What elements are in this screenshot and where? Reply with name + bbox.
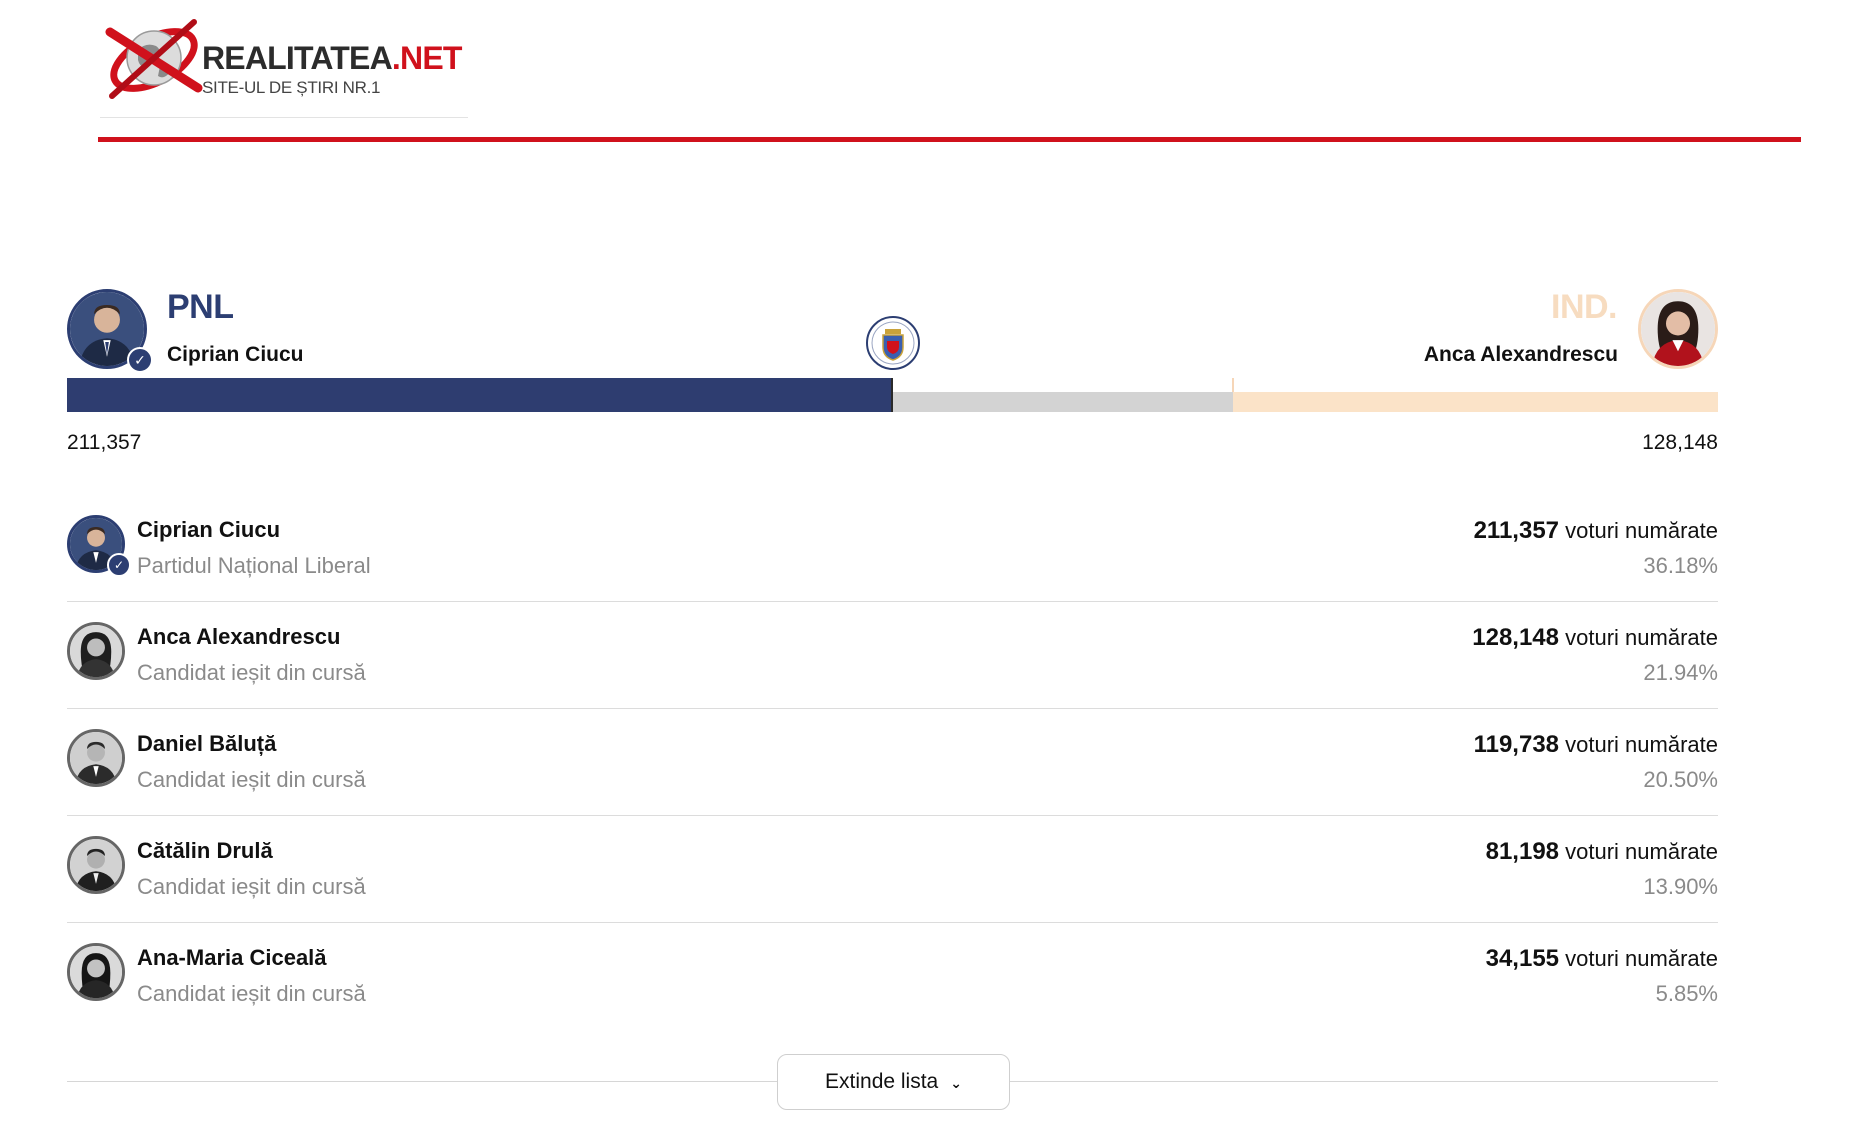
site-name-main: REALITATEA — [202, 40, 393, 76]
site-name: REALITATEA.NET — [202, 40, 462, 77]
candidate-vote-suffix: voturi numărate — [1565, 946, 1718, 971]
vote-bar-right — [1233, 392, 1718, 412]
candidate-percent: 36.18% — [1643, 553, 1718, 578]
avatar — [67, 622, 125, 680]
candidate-name: Ciprian Ciucu — [137, 517, 281, 542]
candidate-vote-count: 81,198 — [1485, 838, 1560, 865]
leader-photo-left: ✓ — [67, 289, 153, 373]
avatar — [1638, 289, 1718, 369]
header-divider — [98, 137, 1801, 142]
candidate-row[interactable]: Anca Alexandrescu Candidat ieșit din curs… — [67, 602, 1718, 709]
person-icon — [70, 946, 122, 998]
expand-list-label: Extinde lista — [825, 1070, 939, 1093]
winner-check-icon: ✓ — [127, 347, 153, 373]
candidate-photo — [67, 836, 125, 894]
candidate-row[interactable]: Daniel Băluță Candidat ieșit din cursă 119… — [67, 709, 1718, 816]
candidate-party: Candidat ieșit din cursă — [137, 660, 366, 685]
globe-logo-icon — [105, 19, 203, 99]
expand-list-button[interactable]: Extinde lista ⌄ — [777, 1054, 1010, 1110]
candidate-photo — [67, 622, 125, 680]
candidate-photo: ✓ — [67, 515, 131, 577]
avatar — [67, 836, 125, 894]
candidate-votes: 81,198 voturi numărate — [1486, 838, 1718, 866]
site-tagline: SITE-UL DE ȘTIRI NR.1 — [202, 78, 381, 97]
person-icon — [70, 732, 122, 784]
candidate-row[interactable]: ✓ Ciprian Ciucu Partidul Național Liberal 2… — [67, 495, 1718, 602]
candidate-party: Candidat ieșit din cursă — [137, 874, 366, 899]
leader-name-right: Anca Alexandrescu — [1423, 343, 1618, 366]
candidate-votes: 211,357 voturi numărate — [1474, 517, 1718, 545]
candidate-vote-count: 211,357 — [1473, 517, 1560, 544]
site-name-tld: .NET — [391, 40, 462, 76]
person-icon — [70, 839, 122, 891]
candidate-party: Candidat ieșit din cursă — [137, 767, 366, 792]
candidate-vote-count: 34,155 — [1485, 945, 1560, 972]
avatar — [67, 943, 125, 1001]
leader-votes-right: 128,148 — [1642, 431, 1718, 454]
candidate-name: Ana-Maria Ciceală — [137, 945, 327, 970]
leader-party-right: IND. — [1551, 288, 1618, 326]
candidate-vote-suffix: voturi numărate — [1565, 732, 1718, 757]
person-icon — [1641, 292, 1715, 366]
candidate-vote-suffix: voturi numărate — [1565, 839, 1718, 864]
candidate-votes: 34,155 voturi numărate — [1486, 945, 1718, 973]
vote-bar-right-start-marker — [1232, 378, 1234, 392]
candidate-vote-suffix: voturi numărate — [1565, 518, 1718, 543]
candidate-percent: 13.90% — [1643, 874, 1718, 899]
candidate-photo — [67, 729, 125, 787]
chevron-down-icon: ⌄ — [950, 1074, 962, 1091]
vote-bar-remaining — [892, 392, 1233, 412]
site-logo[interactable]: REALITATEA.NET SITE-UL DE ȘTIRI NR.1 — [100, 10, 468, 118]
candidate-name: Anca Alexandrescu — [137, 624, 341, 649]
person-icon — [70, 625, 122, 677]
candidate-list: ✓ Ciprian Ciucu Partidul Național Liberal 2… — [67, 495, 1718, 1030]
candidate-party: Candidat ieșit din cursă — [137, 981, 366, 1006]
leader-party-left: PNL — [167, 288, 234, 326]
leader-photo-right — [1638, 289, 1718, 369]
vote-share-bar — [67, 378, 1718, 412]
vote-bar-left-end-marker — [891, 378, 893, 412]
candidate-vote-count: 119,738 — [1473, 731, 1560, 758]
bucharest-coat-of-arms-icon — [866, 316, 920, 370]
candidate-votes: 119,738 voturi numărate — [1474, 731, 1718, 759]
leader-name-left: Ciprian Ciucu — [167, 343, 304, 366]
leader-votes-left: 211,357 — [67, 431, 142, 454]
candidate-vote-suffix: voturi numărate — [1565, 625, 1718, 650]
avatar — [67, 729, 125, 787]
candidate-vote-count: 128,148 — [1472, 624, 1560, 651]
candidate-row[interactable]: Cătălin Drulă Candidat ieșit din cursă 81,… — [67, 816, 1718, 923]
candidate-party: Partidul Național Liberal — [137, 553, 371, 578]
candidate-photo — [67, 943, 125, 1001]
winner-check-icon: ✓ — [107, 553, 131, 577]
candidate-votes: 128,148 voturi numărate — [1472, 624, 1718, 652]
vote-bar-left — [67, 378, 892, 412]
candidate-row[interactable]: Ana-Maria Ciceală Candidat ieșit din curs… — [67, 923, 1718, 1030]
candidate-name: Cătălin Drulă — [137, 838, 273, 863]
candidate-percent: 20.50% — [1643, 767, 1718, 792]
candidate-percent: 5.85% — [1655, 981, 1718, 1006]
candidate-percent: 21.94% — [1643, 660, 1718, 685]
candidate-name: Daniel Băluță — [137, 731, 277, 756]
